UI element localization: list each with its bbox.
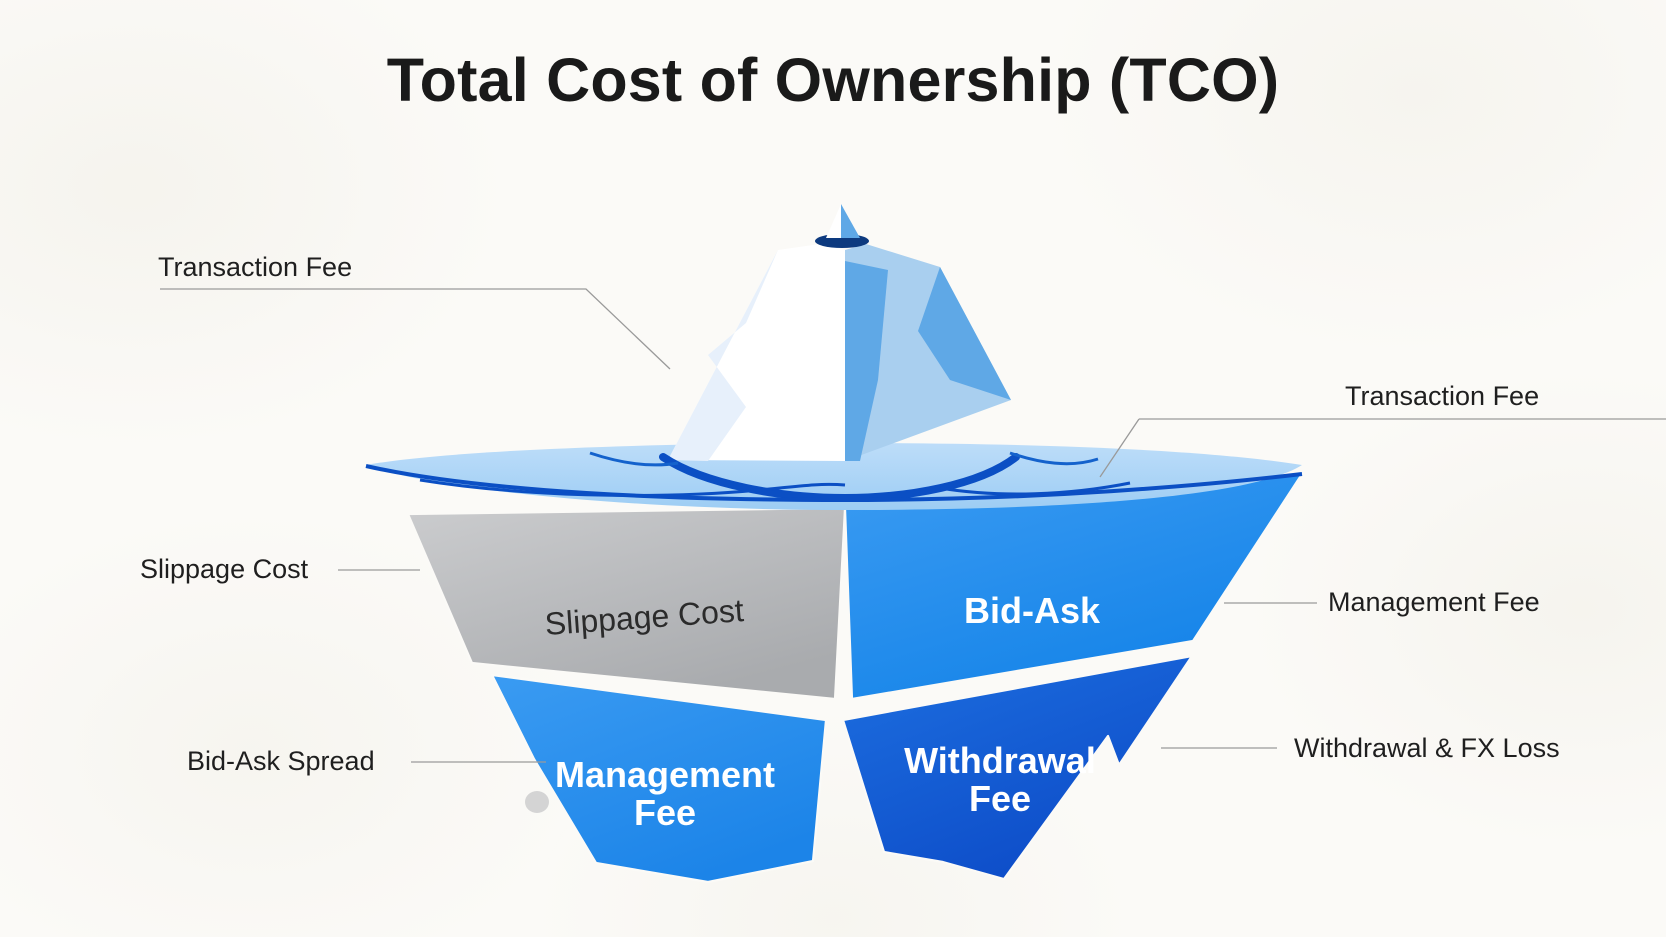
svg-text:Bid-Ask Spread: Bid-Ask Spread xyxy=(187,746,375,776)
svg-text:Fee: Fee xyxy=(969,778,1031,819)
svg-text:Transaction Fee: Transaction Fee xyxy=(1345,381,1539,411)
svg-text:Slippage Cost: Slippage Cost xyxy=(140,554,309,584)
svg-text:Management Fee: Management Fee xyxy=(1328,587,1540,617)
svg-text:Management: Management xyxy=(555,754,775,795)
svg-text:Withdrawal: Withdrawal xyxy=(904,740,1096,781)
svg-text:Fee: Fee xyxy=(634,792,696,833)
svg-text:Transaction Fee: Transaction Fee xyxy=(158,252,352,282)
svg-text:Bid-Ask: Bid-Ask xyxy=(964,590,1101,631)
svg-text:Withdrawal & FX Loss: Withdrawal & FX Loss xyxy=(1294,733,1560,763)
